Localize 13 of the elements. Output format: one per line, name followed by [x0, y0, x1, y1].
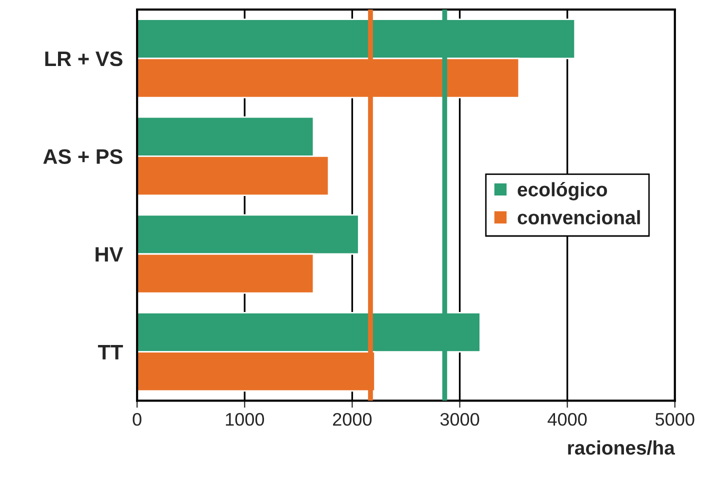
legend-label: convencional — [518, 210, 640, 224]
x-axis-title: raciones/ha — [568, 440, 676, 455]
x-tick-label: 0 — [132, 412, 142, 426]
y-tick-label: LR + VS — [45, 51, 122, 66]
y-tick-label: HV — [96, 247, 124, 262]
x-tick-label: 3000 — [440, 412, 480, 426]
y-tick-label: AS + PS — [43, 149, 122, 164]
legend-label: ecológico — [518, 182, 607, 200]
x-tick-label: 5000 — [656, 412, 694, 426]
x-tick-label: 2000 — [333, 412, 372, 426]
x-tick-label: 4000 — [548, 412, 587, 426]
y-tick-label: TT — [98, 345, 123, 360]
x-tick-label: 1000 — [226, 412, 264, 426]
